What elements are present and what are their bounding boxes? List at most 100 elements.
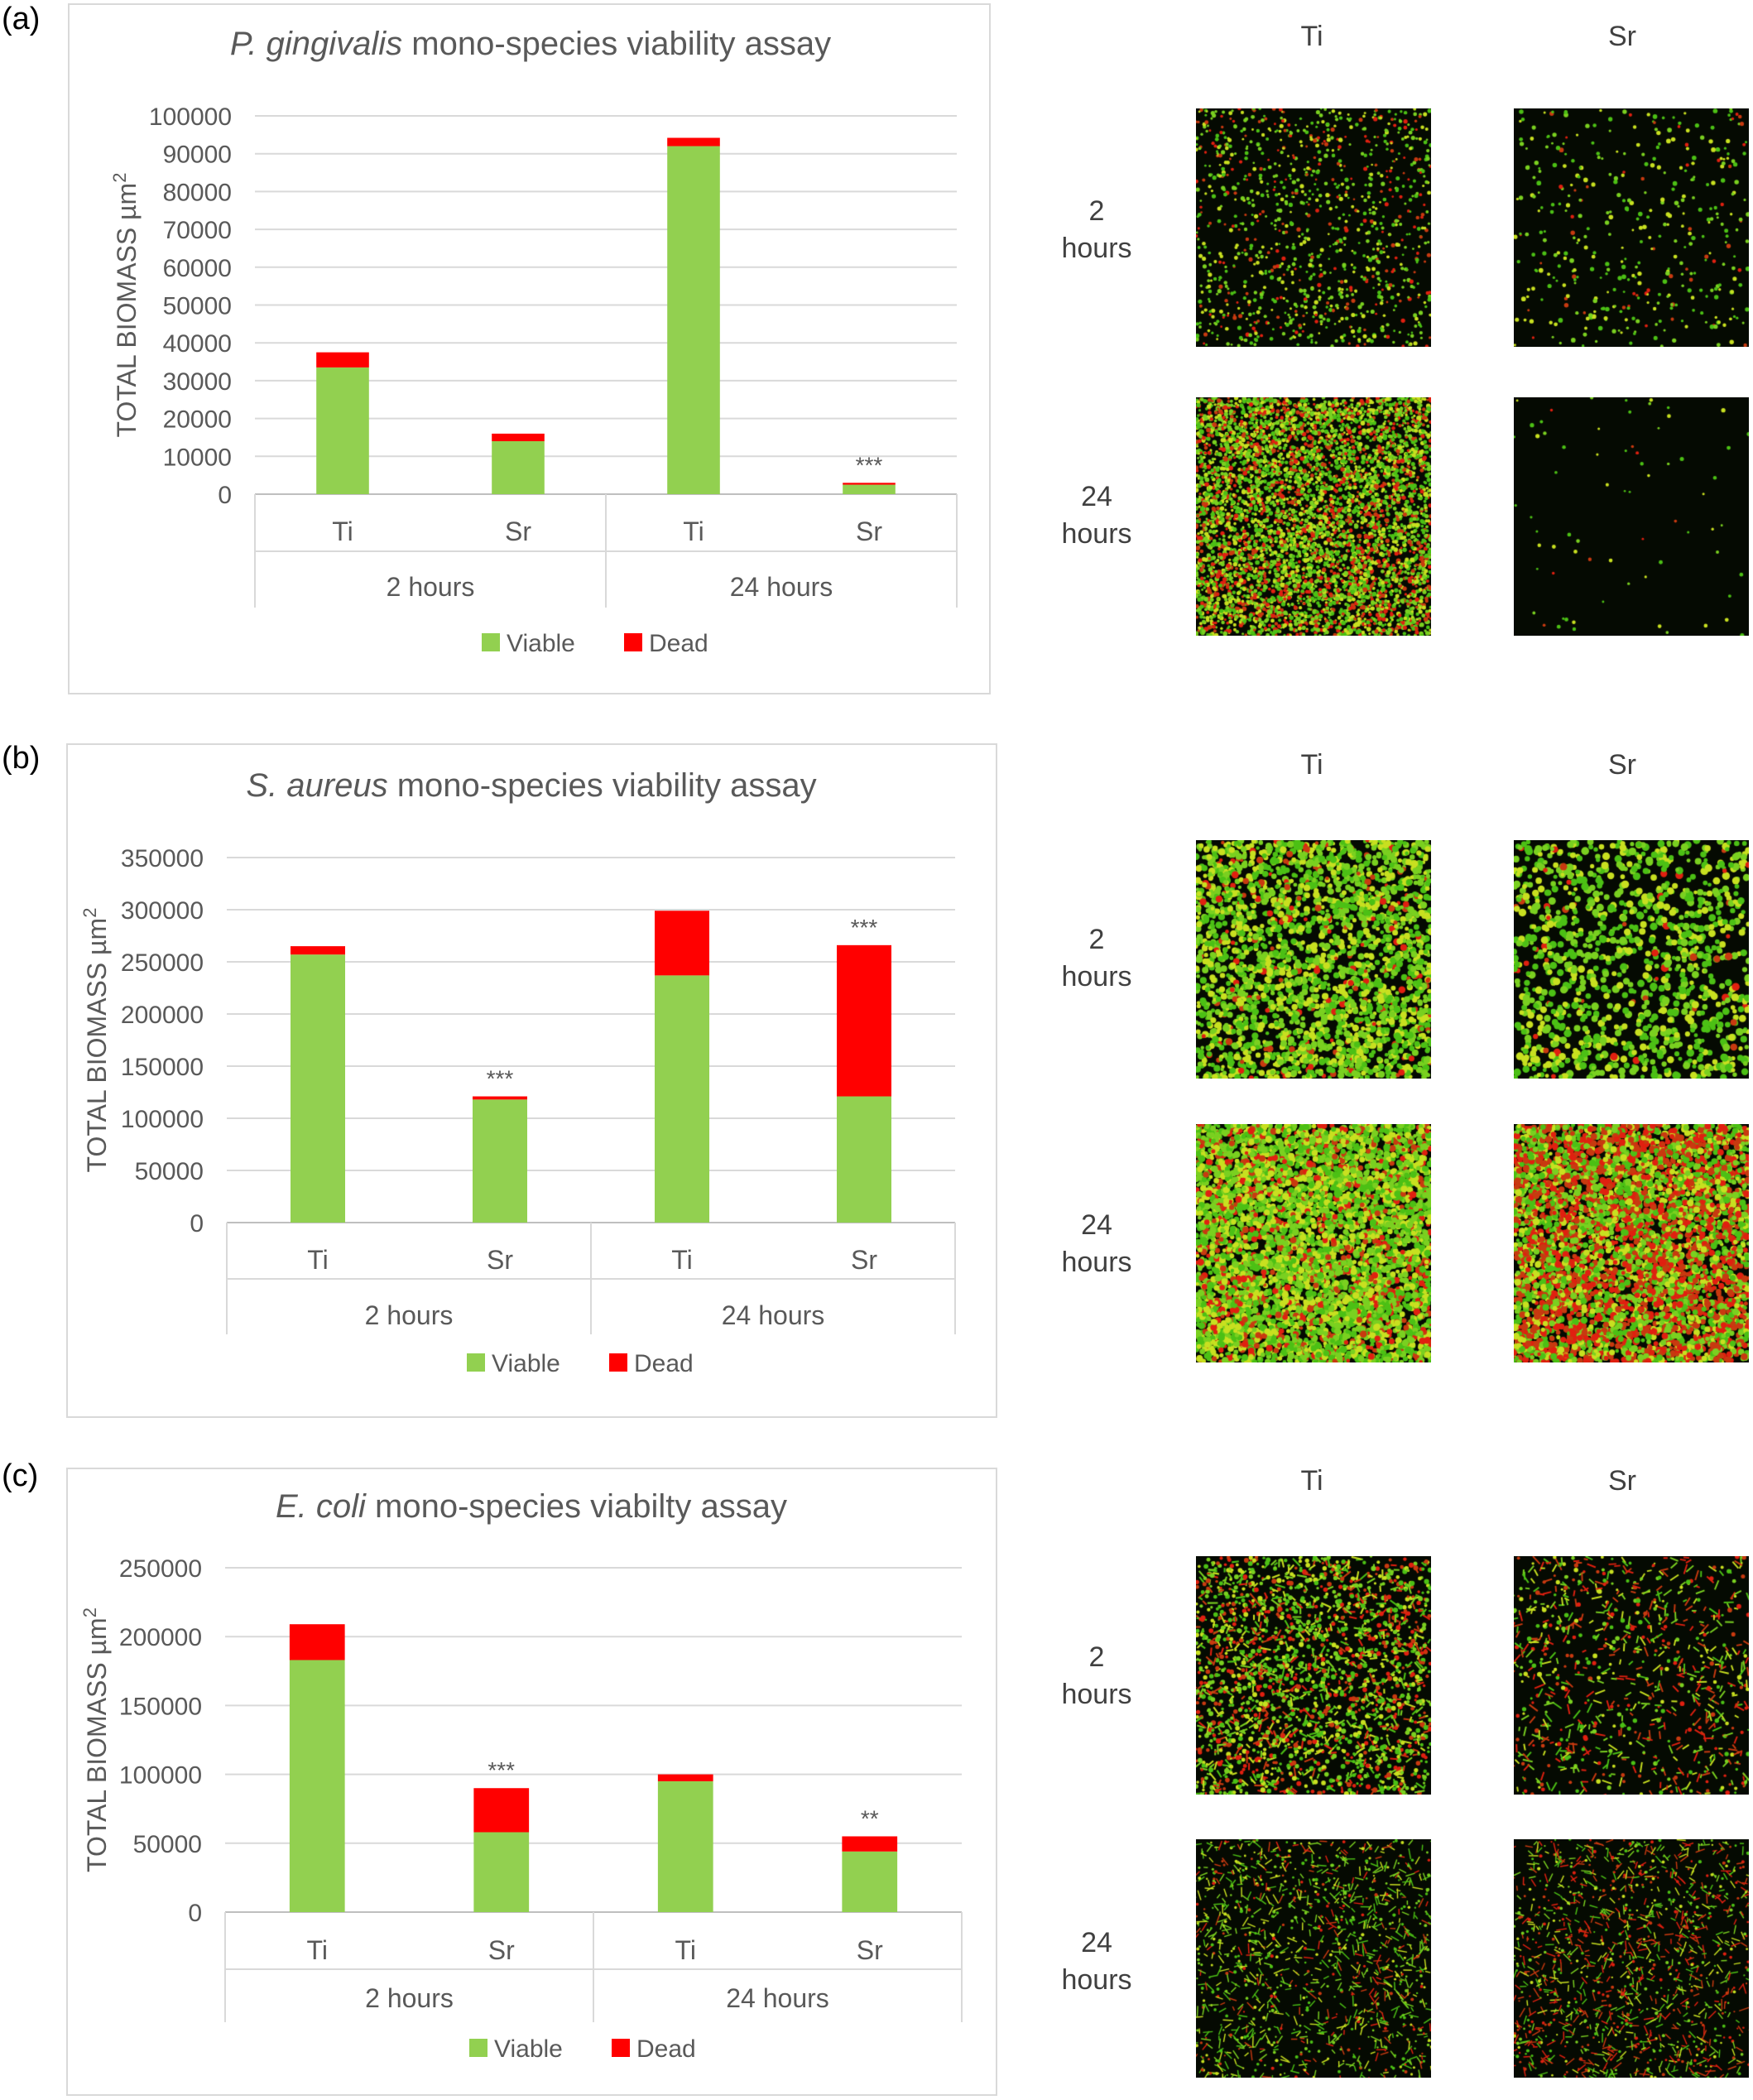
- chart-c-title: E. coli mono-species viabilty assay: [276, 1488, 787, 1525]
- chart-b-y-tick-label: 300000: [121, 897, 204, 925]
- chart-c-y-axis-label: TOTAL BIOMASS µm2: [79, 1607, 112, 1872]
- chart-c-y-tick-label: 150000: [119, 1693, 202, 1720]
- chart-b-bar-dead-0: [291, 946, 345, 955]
- chart-b-title: S. aureus mono-species viability assay: [246, 767, 816, 804]
- chart-b-legend-swatch-viable: [467, 1353, 485, 1372]
- chart-a-bar-viable-3: [843, 484, 896, 494]
- micrograph-b-sr-24h: [1514, 1124, 1749, 1362]
- chart-c-significance-label: ***: [487, 1757, 515, 1783]
- chart-a-bar-dead-0: [316, 352, 369, 368]
- chart-c-group-label: 2 hours: [365, 1983, 454, 2013]
- micro-c-row-2h-num: 2: [1088, 1641, 1105, 1673]
- micro-c-row-24h-unit: hours: [1061, 1964, 1132, 1996]
- micrograph-b-sr-2h: [1514, 840, 1749, 1079]
- micro-c-row-24h-num: 24: [1081, 1927, 1112, 1958]
- chart-a-legend-label-viable: Viable: [507, 630, 575, 657]
- chart-b-significance-label: ***: [487, 1066, 514, 1092]
- chart-b-x-tick-label: Sr: [851, 1245, 877, 1275]
- chart-c-legend-swatch-viable: [469, 2039, 487, 2057]
- chart-a: P. gingivalis mono-species viability ass…: [68, 3, 991, 694]
- chart-c-legend-swatch-dead: [612, 2039, 630, 2057]
- micrograph-a-sr-24h: [1514, 397, 1749, 636]
- chart-a-legend-swatch-dead: [624, 633, 642, 651]
- chart-b-x-tick-label: Sr: [487, 1245, 513, 1275]
- chart-a-x-tick-label: Sr: [505, 517, 531, 546]
- chart-c-bar-dead-2: [657, 1774, 713, 1781]
- chart-a-significance-label: ***: [856, 452, 883, 478]
- chart-b-x-tick-label: Ti: [671, 1245, 692, 1275]
- chart-c-y-tick-label: 100000: [119, 1762, 202, 1790]
- chart-c-group-label: 24 hours: [726, 1983, 829, 2013]
- chart-a-y-tick-label: 30000: [163, 368, 232, 396]
- chart-c-bar-viable-0: [289, 1660, 345, 1912]
- micro-b-row-24h-num: 24: [1081, 1209, 1112, 1241]
- micro-a-row-24h-num: 24: [1081, 481, 1112, 512]
- chart-a-y-tick-label: 0: [218, 482, 232, 509]
- chart-a-y-tick-label: 90000: [163, 142, 232, 169]
- chart-b-y-tick-label: 0: [190, 1210, 204, 1237]
- micrograph-c-sr-24h: [1514, 1839, 1749, 2078]
- chart-a-group-label: 2 hours: [387, 572, 475, 602]
- micrograph-b-ti-2h: [1196, 840, 1431, 1079]
- micro-c-col-ti: Ti: [1300, 1465, 1323, 1497]
- micrograph-c-ti-24h: [1196, 1839, 1431, 2078]
- chart-c-bar-viable-2: [657, 1780, 713, 1912]
- chart-a-legend-label-dead: Dead: [649, 630, 708, 657]
- micro-a-row-2h-num: 2: [1088, 195, 1105, 227]
- chart-a-x-tick-label: Ti: [683, 517, 704, 546]
- chart-a-bar-dead-2: [667, 137, 720, 147]
- chart-a-x-tick-label: Ti: [332, 517, 353, 546]
- chart-b-legend-label-dead: Dead: [634, 1350, 694, 1377]
- panel-label-c: (c): [2, 1458, 39, 1493]
- chart-b-y-tick-label: 200000: [121, 1002, 204, 1029]
- chart-b-legend-swatch-dead: [609, 1353, 627, 1372]
- micro-c-row-24h: 24 hours: [1039, 1925, 1155, 1999]
- micro-c-row-2h-unit: hours: [1061, 1679, 1132, 1710]
- chart-a-title: P. gingivalis mono-species viability ass…: [230, 26, 831, 62]
- chart-c-y-tick-label: 50000: [133, 1831, 202, 1858]
- chart-b-bar-viable-1: [473, 1099, 527, 1223]
- micrograph-c-sr-2h: [1514, 1556, 1749, 1795]
- chart-b-bar-dead-3: [837, 944, 891, 1097]
- chart-a-y-tick-label: 80000: [163, 179, 232, 206]
- chart-c-x-tick-label: Sr: [857, 1935, 883, 1965]
- micro-a-col-sr: Sr: [1608, 21, 1636, 52]
- chart-b-bar-viable-2: [655, 975, 709, 1223]
- chart-c-bar-dead-3: [842, 1836, 898, 1852]
- chart-c-x-tick-label: Ti: [675, 1935, 696, 1965]
- micro-b-row-2h: 2 hours: [1039, 921, 1155, 996]
- chart-a-bar-dead-3: [843, 483, 896, 485]
- chart-a-legend-swatch-viable: [482, 633, 500, 651]
- chart-c-bar-dead-1: [473, 1788, 530, 1833]
- micro-b-row-24h: 24 hours: [1039, 1207, 1155, 1281]
- chart-c-y-tick-label: 0: [188, 1900, 202, 1927]
- chart-a-y-axis-label: TOTAL BIOMASS µm2: [109, 173, 142, 438]
- micro-b-row-2h-unit: hours: [1061, 961, 1132, 992]
- chart-b-y-tick-label: 50000: [135, 1158, 204, 1185]
- chart-b-y-tick-label: 250000: [121, 949, 204, 977]
- chart-c-bar-dead-0: [289, 1624, 345, 1660]
- micro-b-row-24h-unit: hours: [1061, 1247, 1132, 1278]
- chart-a-bar-viable-0: [316, 367, 369, 494]
- panel-label-b: (b): [2, 741, 41, 776]
- chart-b-x-tick-label: Ti: [307, 1245, 328, 1275]
- micrograph-b-ti-24h: [1196, 1124, 1431, 1362]
- chart-c-x-tick-label: Ti: [307, 1935, 328, 1965]
- chart-b-group-label: 24 hours: [722, 1300, 825, 1330]
- micrograph-a-sr-2h: [1514, 108, 1749, 347]
- chart-b-y-tick-label: 350000: [121, 845, 204, 872]
- chart-b-svg: S. aureus mono-species viability assay 0 5…: [79, 767, 956, 1377]
- micro-a-row-24h: 24 hours: [1039, 478, 1155, 553]
- chart-b-legend-label-viable: Viable: [492, 1350, 560, 1377]
- chart-b-y-tick-label: 150000: [121, 1054, 204, 1081]
- micro-b-row-2h-num: 2: [1088, 924, 1105, 955]
- chart-a-x-tick-label: Sr: [856, 517, 882, 546]
- chart-b-bar-viable-0: [291, 954, 345, 1223]
- chart-a-y-tick-label: 20000: [163, 406, 232, 434]
- chart-c-x-tick-label: Sr: [488, 1935, 515, 1965]
- chart-b-bar-dead-2: [655, 911, 709, 976]
- chart-c: E. coli mono-species viabilty assay 0 5000…: [66, 1468, 997, 2096]
- chart-a-y-tick-label: 100000: [149, 103, 232, 131]
- micro-b-col-ti: Ti: [1300, 749, 1323, 781]
- chart-c-legend-label-dead: Dead: [636, 2035, 696, 2063]
